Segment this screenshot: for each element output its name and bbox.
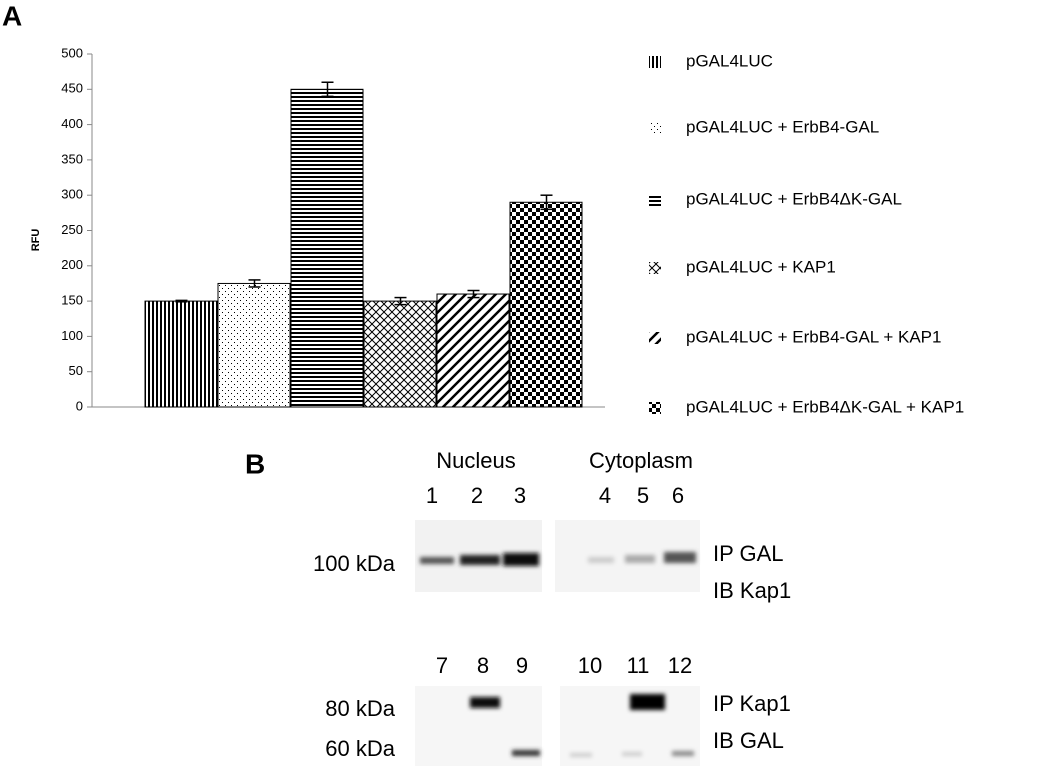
bar xyxy=(363,300,437,408)
bar xyxy=(290,88,364,408)
group-label: Cytoplasm xyxy=(589,448,693,473)
legend-label: pGAL4LUC + ErbB4-GAL + KAP1 xyxy=(686,327,941,346)
lane-number: 1 xyxy=(426,483,438,508)
y-tick-label: 450 xyxy=(61,81,83,96)
bar xyxy=(144,300,218,408)
y-tick-label: 400 xyxy=(61,116,83,131)
legend-swatch xyxy=(649,262,661,274)
error-bar xyxy=(248,279,261,288)
y-tick-label: 350 xyxy=(61,151,83,166)
y-tick-label: 0 xyxy=(76,398,83,413)
y-axis-label: RFU xyxy=(30,229,42,252)
blot-label: IP Kap1 xyxy=(713,691,791,716)
y-tick-label: 50 xyxy=(69,363,83,378)
legend-swatch xyxy=(649,194,661,206)
lane-number: 8 xyxy=(477,653,489,678)
lane-number: 4 xyxy=(599,483,611,508)
legend-label: pGAL4LUC + KAP1 xyxy=(686,257,836,276)
legend-label: pGAL4LUC + ErbB4ΔK-GAL + KAP1 xyxy=(686,397,964,416)
group-label: Nucleus xyxy=(436,448,515,473)
blot-bands xyxy=(420,552,696,566)
legend-swatch xyxy=(649,122,661,134)
lane-number: 5 xyxy=(637,483,649,508)
bar xyxy=(436,293,510,408)
bar xyxy=(509,201,583,408)
marker-label: 80 kDa xyxy=(325,696,395,721)
blot-bands xyxy=(470,694,694,757)
lane-number: 9 xyxy=(516,653,528,678)
legend-label: pGAL4LUC xyxy=(686,51,773,70)
panel-label: B xyxy=(245,448,265,479)
y-tick-label: 150 xyxy=(61,293,83,308)
lane-number: 7 xyxy=(436,653,448,678)
blot-label: IB GAL xyxy=(713,728,784,753)
lane-number: 2 xyxy=(471,483,483,508)
lane-number: 12 xyxy=(668,653,692,678)
lane-number: 11 xyxy=(627,653,650,678)
y-tick-label: 500 xyxy=(61,45,83,60)
legend-swatch xyxy=(649,332,661,344)
y-tick-label: 250 xyxy=(61,222,83,237)
legend-swatch xyxy=(649,56,661,68)
error-bar xyxy=(540,194,553,211)
y-tick-label: 300 xyxy=(61,187,83,202)
error-bar xyxy=(394,296,407,306)
panel-label: A xyxy=(2,0,22,31)
blot-label: IP GAL xyxy=(713,541,784,566)
error-bar xyxy=(321,81,334,98)
bar xyxy=(217,282,291,408)
legend-label: pGAL4LUC + ErbB4ΔK-GAL xyxy=(686,189,902,208)
y-tick-label: 200 xyxy=(61,257,83,272)
marker-label: 60 kDa xyxy=(325,736,395,761)
blot-label: IB Kap1 xyxy=(713,578,791,603)
legend-label: pGAL4LUC + ErbB4-GAL xyxy=(686,117,879,136)
marker-label: 100 kDa xyxy=(313,551,396,576)
error-bar xyxy=(175,299,188,303)
y-tick-label: 100 xyxy=(61,328,83,343)
lane-number: 3 xyxy=(514,483,526,508)
lane-number: 10 xyxy=(578,653,602,678)
error-bar xyxy=(467,289,480,299)
legend-swatch xyxy=(649,402,661,414)
lane-number: 6 xyxy=(672,483,684,508)
